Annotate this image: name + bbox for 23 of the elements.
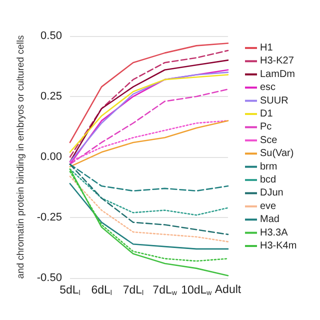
legend-label: H3-K4m [260, 240, 297, 252]
legend-label: eve [260, 200, 277, 212]
legend-label: Su(Var) [260, 148, 294, 160]
x-tick-label: Adult [214, 284, 242, 296]
legend-label: DJun [260, 188, 284, 199]
legend-label: LamDm [260, 68, 296, 80]
y-tick-label: 0.00 [40, 151, 62, 163]
legend-label: H3-K27 [260, 56, 294, 67]
legend-label: H3.3A [260, 227, 288, 238]
y-tick-label: -0.50 [36, 272, 62, 284]
legend-label: esc [260, 82, 276, 94]
legend-label: H1 [260, 42, 274, 54]
legend-label: SUUR [260, 95, 288, 106]
legend-label: D1 [260, 108, 274, 120]
legend-label: Mad [260, 214, 280, 226]
y-axis-title: and chromatin protein binding in embryos or cultured cells [16, 35, 26, 279]
y-tick-label: 0.25 [40, 90, 62, 102]
y-tick-label: 0.50 [40, 30, 62, 42]
legend-label: brm [260, 161, 278, 172]
legend-label: bcd [260, 174, 276, 186]
y-tick-label: -0.25 [36, 212, 62, 224]
legend-label: Sce [260, 134, 278, 146]
legend-label: Pc [260, 122, 272, 133]
